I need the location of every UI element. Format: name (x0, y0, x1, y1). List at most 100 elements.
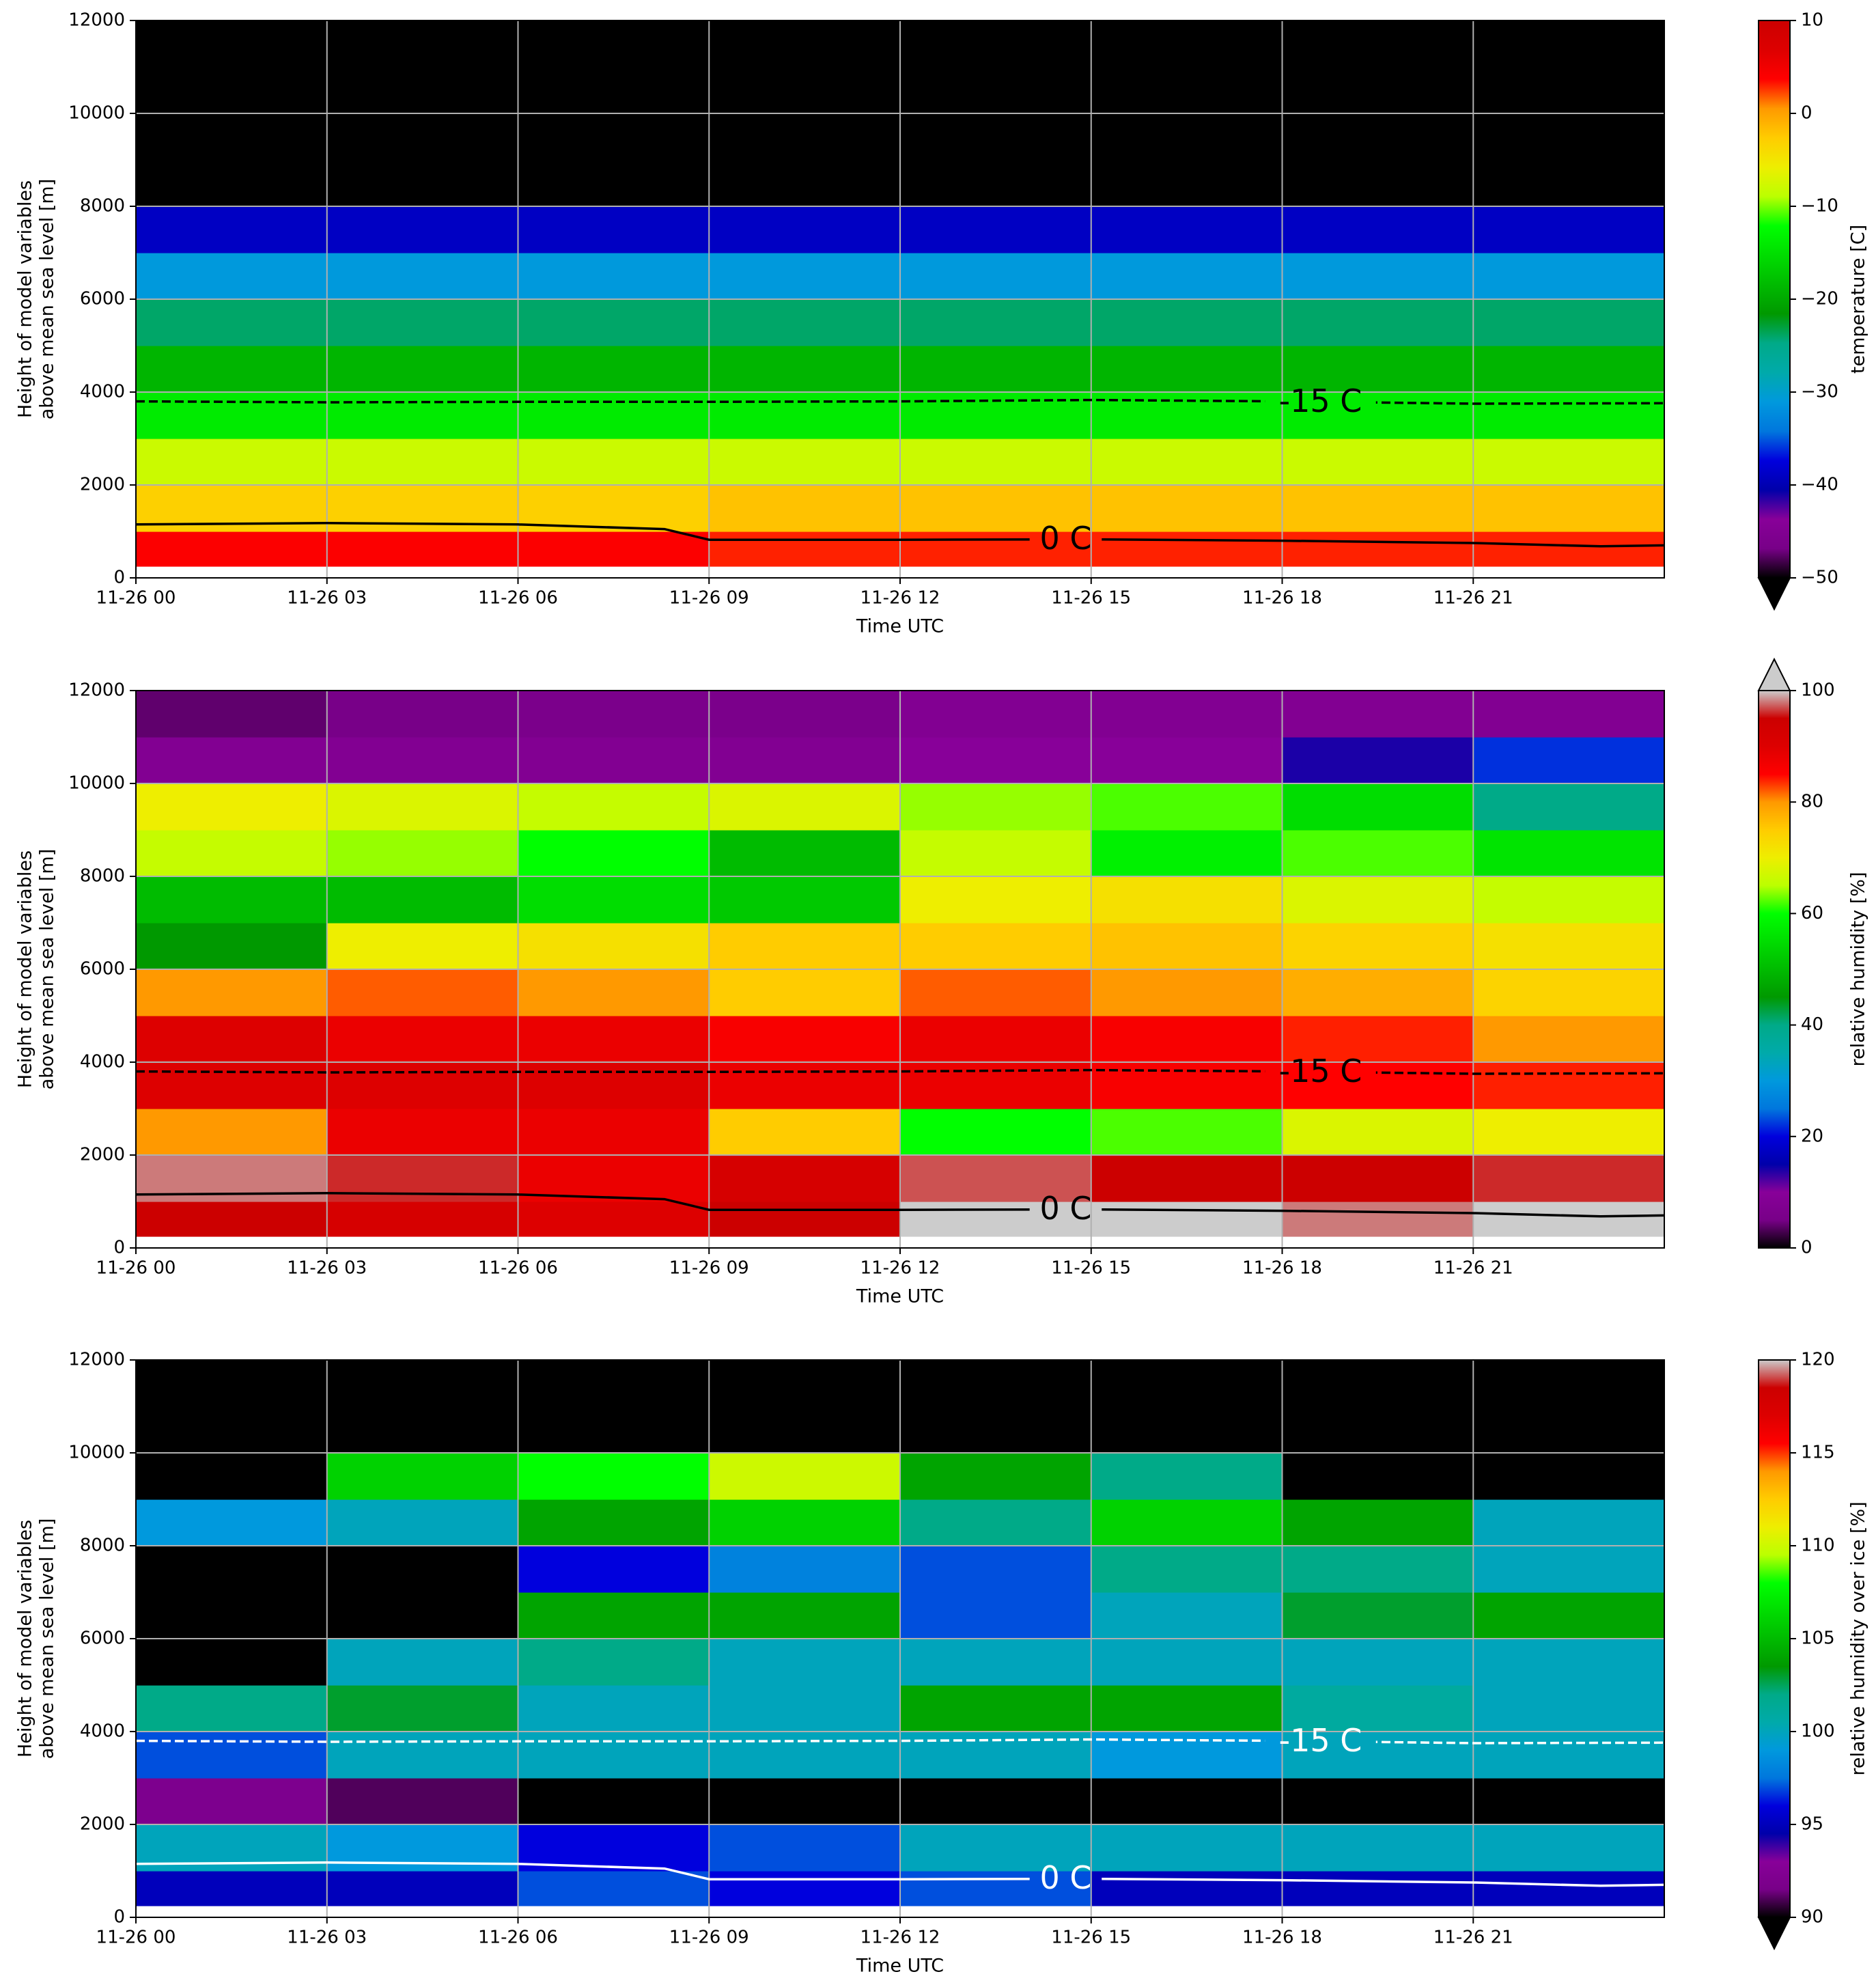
heatmap-cell (900, 1871, 1092, 1906)
heatmap-cell (1473, 299, 1665, 346)
heatmap-cell (1091, 1016, 1283, 1063)
heatmap-cell (136, 969, 328, 1016)
heatmap-cell (518, 206, 710, 253)
colorbar-tick-label: 0 (1801, 1238, 1812, 1258)
heatmap-cell (136, 392, 328, 439)
heatmap-cell (1282, 691, 1474, 738)
colorbar-tick-label: 10 (1801, 10, 1823, 31)
heatmap-cell (1091, 969, 1283, 1016)
heatmap-cell (136, 737, 328, 784)
heatmap-cell (709, 1824, 901, 1872)
heatmap-cell (1091, 783, 1283, 831)
colorbar-tick-label: 100 (1801, 1721, 1835, 1742)
colorbar-tick-label: 0 (1801, 103, 1812, 124)
heatmap-cell (136, 20, 328, 68)
heatmap-cell (900, 346, 1092, 393)
heatmap-cell (326, 392, 519, 439)
heatmap-cell (900, 1109, 1092, 1156)
heatmap-cell (518, 392, 710, 439)
y-tick-label: 6000 (80, 1628, 125, 1649)
heatmap-cell (326, 113, 519, 161)
heatmap-cell (326, 923, 519, 970)
x-tick-label: 11-26 00 (96, 1928, 176, 1948)
heatmap-cell (326, 253, 519, 300)
colorbar-tick-label: 20 (1801, 1126, 1823, 1146)
heatmap-cell (1282, 20, 1474, 68)
x-tick-label: 11-26 18 (1242, 1258, 1322, 1279)
heatmap-cell (900, 439, 1092, 486)
heatmap-cell (518, 1453, 710, 1500)
heatmap-cell (1473, 160, 1665, 207)
heatmap-cell (518, 1546, 710, 1593)
heatmap-cell (1091, 160, 1283, 207)
y-tick-label: 10000 (68, 1443, 125, 1463)
heatmap-cell (136, 1453, 328, 1500)
heatmap-cell (1473, 67, 1665, 114)
heatmap-cell (1473, 1155, 1665, 1202)
heatmap-cell (518, 346, 710, 393)
heatmap-cell (900, 1499, 1092, 1546)
heatmap-cell (709, 20, 901, 68)
heatmap-cell (136, 439, 328, 486)
heatmap-cell (900, 783, 1092, 831)
y-tick-label: 10000 (68, 103, 125, 124)
heatmap-cell (326, 1360, 519, 1407)
heatmap-cell (709, 1406, 901, 1454)
heatmap-cell (326, 531, 519, 567)
heatmap-cell (518, 1201, 710, 1237)
contour-label: 0 C (1039, 520, 1091, 557)
heatmap-cell (1282, 439, 1474, 486)
heatmap-cell (1473, 923, 1665, 970)
heatmap-cell (518, 1155, 710, 1202)
heatmap-cell (518, 299, 710, 346)
heatmap-cell (900, 1016, 1092, 1063)
heatmap-cell (326, 206, 519, 253)
heatmap-cell (900, 531, 1092, 567)
heatmap-cell (326, 783, 519, 831)
heatmap-cell (900, 206, 1092, 253)
heatmap-cell (1282, 392, 1474, 439)
x-tick-label: 11-26 18 (1242, 1928, 1322, 1948)
heatmap-cell (1473, 876, 1665, 923)
heatmap-cell (1473, 691, 1665, 738)
heatmap-cell (1091, 1109, 1283, 1156)
heatmap-cell (709, 923, 901, 970)
heatmap-cell (326, 1406, 519, 1454)
y-tick-label: 12000 (68, 1350, 125, 1370)
heatmap-cell (1473, 1499, 1665, 1546)
heatmap-cell (518, 439, 710, 486)
heatmap-cell (518, 1685, 710, 1732)
heatmap-cell (709, 969, 901, 1016)
colorbar-tick-label: 105 (1801, 1628, 1835, 1649)
x-tick-label: 11-26 06 (478, 588, 558, 609)
heatmap-cell (518, 1592, 710, 1639)
y-tick-label: 2000 (80, 1145, 125, 1165)
heatmap-cell (1091, 1592, 1283, 1639)
heatmap-cell (1473, 392, 1665, 439)
heatmap-cell (1473, 1062, 1665, 1109)
y-tick-label: 4000 (80, 1721, 125, 1742)
heatmap-cell (1282, 1499, 1474, 1546)
heatmap-cell (1473, 1732, 1665, 1779)
heatmap-cell (136, 1778, 328, 1825)
heatmap-cell (900, 876, 1092, 923)
heatmap-cell (326, 299, 519, 346)
heatmap-cell (1282, 1732, 1474, 1779)
axes-frame (135, 690, 1665, 1249)
heatmap-cell (900, 1453, 1092, 1500)
heatmap-cell (1282, 1453, 1474, 1500)
heatmap-cell (1473, 206, 1665, 253)
heatmap-cell (1091, 485, 1283, 532)
heatmap-cell (709, 160, 901, 207)
heatmap-cell (1473, 346, 1665, 393)
heatmap-cell (1282, 830, 1474, 877)
heatmap-cell (518, 923, 710, 970)
heatmap-cell (326, 1732, 519, 1779)
heatmap-cell (1473, 1016, 1665, 1063)
heatmap-cell (1091, 1546, 1283, 1593)
heatmap-cell (709, 783, 901, 831)
heatmap-cell (1473, 439, 1665, 486)
heatmap-cell (1091, 299, 1283, 346)
heatmap-cell (326, 439, 519, 486)
heatmap-cell (900, 1155, 1092, 1202)
